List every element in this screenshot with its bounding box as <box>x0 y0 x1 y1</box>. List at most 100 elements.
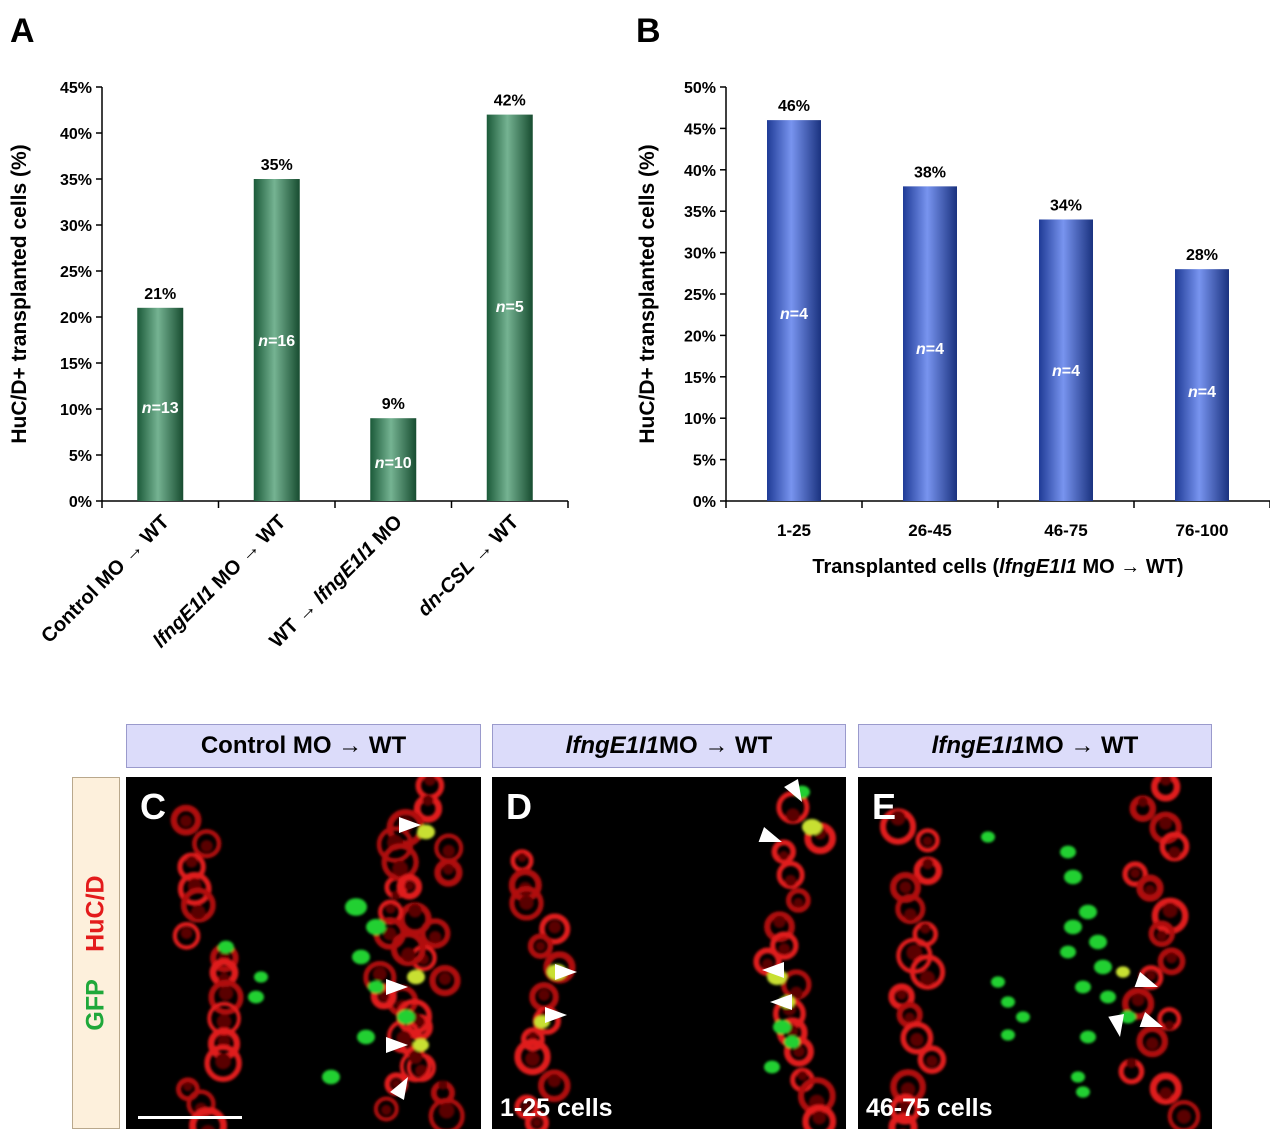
hucd-cell <box>770 931 799 960</box>
hucd-cell-core <box>1168 846 1181 859</box>
y-tick-label: 35% <box>684 204 716 221</box>
panel-letter-e: E <box>872 786 897 827</box>
hucd-cell-core <box>179 815 193 828</box>
arrowhead <box>758 826 782 842</box>
hucd-cell-core <box>1164 1020 1175 1031</box>
hucd-cell-core <box>538 989 550 1001</box>
hucd-cell-core <box>438 1102 455 1119</box>
arrowhead <box>386 1037 408 1053</box>
gfp-cell <box>254 971 268 983</box>
category-label: 46-75 <box>1044 521 1087 540</box>
hucd-cell-core <box>785 808 800 823</box>
hucd-cell-core <box>438 1080 448 1090</box>
y-tick-label: 50% <box>684 80 716 97</box>
gfp-cell <box>417 824 435 840</box>
hucd-cell <box>509 886 544 921</box>
hucd-cell <box>420 918 451 949</box>
y-tick-label: 0% <box>69 494 92 511</box>
gfp-cell <box>322 1069 340 1085</box>
category-label: dn-CSL → WT <box>413 511 523 621</box>
hucd-cell-core <box>1162 902 1178 918</box>
hucd-cell-core <box>812 1110 827 1125</box>
hucd-cell <box>520 1027 545 1052</box>
scale-bar <box>138 1116 242 1119</box>
hucd-cell-core <box>896 989 907 1000</box>
gfp-cell <box>802 819 822 835</box>
hucd-cell-core <box>1126 1057 1137 1069</box>
gfp-cell <box>1089 934 1107 950</box>
caption-e: 46-75 cells <box>866 1094 993 1122</box>
value-label: 42% <box>494 93 526 110</box>
hucd-cell-core <box>422 795 434 806</box>
hucd-cell-core <box>1137 797 1148 808</box>
arrowhead <box>1134 971 1158 987</box>
hucd-cell <box>177 872 212 906</box>
hucd-cell-core <box>1160 777 1172 786</box>
gfp-cell <box>1001 996 1015 1008</box>
gfp-cell <box>764 1060 780 1074</box>
y-tick-label: 30% <box>684 246 716 263</box>
gfp-cell <box>981 831 995 843</box>
category-label: 76-100 <box>1176 521 1229 540</box>
hucd-cell <box>376 826 414 863</box>
gfp-cell <box>1100 990 1116 1004</box>
hucd-cell-core <box>396 1030 412 1046</box>
hucd-cell <box>189 1107 227 1129</box>
panel-letter-b: B <box>636 12 661 50</box>
gfp-cell <box>413 1038 429 1052</box>
value-label: 9% <box>382 396 405 413</box>
hucd-cell-core <box>404 881 415 891</box>
bar <box>253 179 300 501</box>
micrograph-d: D 1-25 cells <box>492 777 846 1129</box>
hucd-cell-core <box>1159 1087 1173 1100</box>
n-label: n=10 <box>375 455 412 472</box>
hucd-cell <box>170 804 202 836</box>
hucd-cell-core <box>890 810 906 826</box>
n-label: n=4 <box>780 306 808 323</box>
hucd-cell <box>1167 1100 1201 1129</box>
gfp-cell <box>1094 959 1112 975</box>
hucd-cell-core <box>532 1117 542 1128</box>
gfp-cell <box>991 976 1005 988</box>
y-tick-label: 5% <box>693 453 716 470</box>
hucd-cell-core <box>408 1050 423 1065</box>
bar <box>370 418 417 501</box>
hucd-cell-core <box>900 1128 906 1129</box>
y-tick-label: 5% <box>69 448 92 465</box>
value-label: 38% <box>914 164 946 181</box>
micrograph-e: E 46-75 cells <box>858 777 1212 1129</box>
hucd-cell <box>172 922 201 950</box>
arrowhead <box>762 962 784 978</box>
header-control: Control MO → WT <box>126 724 481 768</box>
bar <box>767 120 821 502</box>
hucd-cell <box>1122 861 1148 887</box>
hucd-cell <box>204 1044 242 1083</box>
y-tick-label: 10% <box>684 411 716 428</box>
hucd-cell-core <box>385 903 396 914</box>
hucd-cell-core <box>922 858 934 870</box>
hucd-cell <box>390 931 426 967</box>
gfp-cell <box>368 980 384 994</box>
value-label: 21% <box>144 286 176 303</box>
hucd-cell-core <box>180 927 193 939</box>
gfp-cell <box>1075 980 1091 994</box>
gfp-cell <box>218 940 234 954</box>
arrowhead <box>1108 1013 1125 1037</box>
gfp-cell <box>366 919 386 935</box>
hucd-label: HuC/D <box>81 875 110 952</box>
hucd-cell-core <box>183 1081 193 1092</box>
hucd-cell-core <box>381 1104 392 1116</box>
hucd-cell <box>373 1096 399 1122</box>
arrowhead <box>390 1077 408 1101</box>
header-lfng-d: lfngE1I1 MO → WT <box>492 724 846 768</box>
micrograph-texture <box>508 778 837 1129</box>
y-tick-label: 20% <box>684 328 716 345</box>
hucd-cell-core <box>528 1031 538 1041</box>
value-label: 28% <box>1186 247 1218 264</box>
hucd-cell <box>543 951 576 984</box>
hucd-cell-core <box>793 1045 805 1058</box>
y-tick-label: 35% <box>60 172 92 189</box>
n-label: n=13 <box>142 400 179 417</box>
y-tick-label: 15% <box>684 370 716 387</box>
hucd-cell-core <box>1130 868 1141 879</box>
